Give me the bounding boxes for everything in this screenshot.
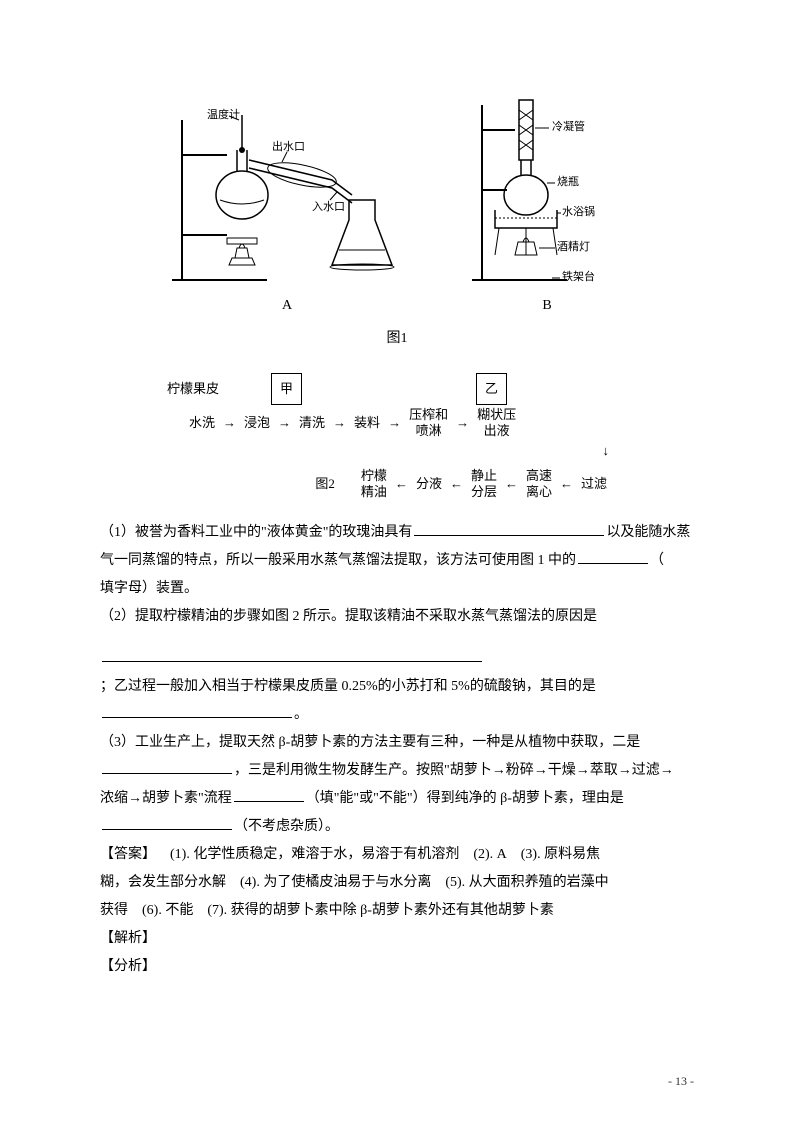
arrow-icon <box>223 410 236 436</box>
arrow-icon <box>278 410 291 436</box>
press-spray-step: 压榨和 喷淋 <box>409 407 448 438</box>
stand-label: 铁架台 <box>562 269 595 283</box>
blank <box>102 816 232 830</box>
blank <box>102 760 232 774</box>
load-step: 装料 <box>354 410 380 436</box>
condenser-label: 冷凝管 <box>552 119 585 133</box>
blank <box>414 522 604 536</box>
outlet-label: 出水口 <box>272 139 305 153</box>
answers-3: 获得 (6). 不能 (7). 获得的胡萝卜素中除 β-胡萝卜素外还有其他胡萝卜… <box>100 897 694 925</box>
arrow-icon <box>456 410 469 436</box>
paste-press-step: 糊状压 出液 <box>477 407 516 438</box>
wash-step: 水洗 <box>189 410 215 436</box>
down-arrow: ↓ <box>167 438 627 464</box>
answers-2: 糊，会发生部分水解 (4). 为了使橘皮油易于与水分离 (5). 从大面积养殖的… <box>100 869 694 897</box>
arrow-icon <box>505 471 518 497</box>
question-3c: 浓缩→胡萝卜素"流程（填"能"或"不能"）得到纯净的 β-胡萝卜素，理由是 <box>100 785 694 813</box>
figure-1: 温度计 出水口 入水口 <box>100 90 694 353</box>
jiexi-label: 【解析】 <box>100 925 694 953</box>
label-b: B <box>457 292 637 320</box>
filter-step: 过滤 <box>581 471 607 497</box>
blank <box>102 648 482 662</box>
figure1-caption: 图1 <box>100 325 694 353</box>
arrow-icon <box>395 471 408 497</box>
flow-top: 柠檬果皮 甲 乙 <box>167 373 627 405</box>
waterbath-label: 水浴锅 <box>562 205 595 218</box>
yi-box: 乙 <box>476 373 507 405</box>
soak-step: 浸泡 <box>244 410 270 436</box>
question-2c: 。 <box>100 701 694 729</box>
question-1: （1）被誉为香料工业中的"液体黄金"的玫瑰油具有以及能随水蒸 <box>100 519 694 547</box>
blank <box>102 704 292 718</box>
answers: 【答案】 (1). 化学性质稳定，难溶于水，易溶于有机溶剂 (2). A (3)… <box>100 841 694 869</box>
apparatus-a: 温度计 出水口 入水口 <box>157 100 417 320</box>
blank <box>578 550 648 564</box>
question-1b: 气一同蒸馏的特点，所以一般采用水蒸气蒸馏法提取，该方法可使用图 1 中的（ <box>100 547 694 575</box>
question-2: （2）提取柠檬精油的步骤如图 2 所示。提取该精油不采取水蒸气蒸馏法的原因是 <box>100 603 694 631</box>
apparatus-b: 冷凝管 烧瓶 水浴锅 酒精灯 <box>457 90 637 320</box>
question-2b: ；乙过程一般加入相当于柠檬果皮质量 0.25%的小苏打和 5%的硫酸钠，其目的是 <box>100 673 694 701</box>
lemon-peel-label: 柠檬果皮 <box>167 376 227 402</box>
question-3b: ，三是利用微生物发酵生产。按照"胡萝卜→粉碎→干燥→萃取→过滤→ <box>100 757 694 785</box>
page-number: - 13 - <box>668 1069 694 1093</box>
question-3: （3）工业生产上，提取天然 β-胡萝卜素的方法主要有三种，一种是从植物中获取，二… <box>100 729 694 757</box>
flow-row-1: 水洗 浸泡 清洗 装料 压榨和 喷淋 糊状压 出液 <box>167 407 627 438</box>
arrow-icon <box>388 410 401 436</box>
fenxi-label: 【分析】 <box>100 953 694 981</box>
figure-2: 柠檬果皮 甲 乙 水洗 浸泡 清洗 装料 压榨和 喷淋 糊状压 出液 ↓ 图2 … <box>167 373 627 499</box>
jia-box: 甲 <box>271 373 302 405</box>
lamp-label: 酒精灯 <box>557 240 590 253</box>
blank <box>234 788 304 802</box>
clean-step: 清洗 <box>299 410 325 436</box>
still-step: 静止 分层 <box>471 468 497 499</box>
label-a: A <box>157 292 417 320</box>
figure-1-row: 温度计 出水口 入水口 <box>100 90 694 320</box>
arrow-icon <box>333 410 346 436</box>
flask-label: 烧瓶 <box>557 174 579 188</box>
arrow-icon <box>560 471 573 497</box>
centrifuge-step: 高速 离心 <box>526 468 552 499</box>
question-1c: 填字母）装置。 <box>100 575 694 603</box>
lemon-oil-step: 柠檬 精油 <box>361 468 387 499</box>
flow-row-2: 图2 柠檬 精油 分液 静止 分层 高速 离心 过滤 <box>167 468 627 499</box>
inlet-label: 入水口 <box>312 200 345 213</box>
question-3d: （不考虑杂质）。 <box>100 813 694 841</box>
question-2-blank <box>100 645 694 673</box>
arrow-icon <box>450 471 463 497</box>
separation-step: 分液 <box>416 471 442 497</box>
figure2-caption: 图2 <box>315 471 335 497</box>
